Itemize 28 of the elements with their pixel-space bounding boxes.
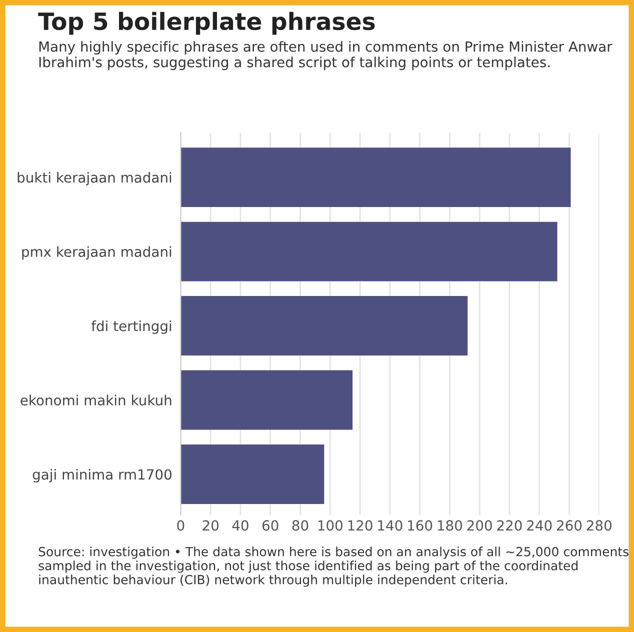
y-tick-label: gaji minima rm1700 xyxy=(32,468,172,482)
x-tick-label: 20 xyxy=(202,520,218,531)
y-tick-label: bukti kerajaan madani xyxy=(18,172,172,186)
x-tick-label: 180 xyxy=(438,520,462,531)
x-tick-label: 240 xyxy=(527,520,552,531)
chart-title: Top 5 boilerplate phrases xyxy=(38,12,375,35)
x-tick-label: 140 xyxy=(378,520,402,531)
bar xyxy=(180,444,324,504)
x-tick-label: 100 xyxy=(318,520,342,531)
x-tick-label: 120 xyxy=(348,520,372,531)
x-tick-label: 280 xyxy=(586,520,612,531)
x-tick-label: 160 xyxy=(408,520,432,531)
x-tick-label: 60 xyxy=(262,520,278,531)
x-tick-label: 80 xyxy=(292,520,308,531)
bar xyxy=(180,370,353,430)
x-tick-label: 220 xyxy=(497,520,522,531)
x-tick-label: 40 xyxy=(232,520,248,531)
x-tick-label: 200 xyxy=(467,520,492,531)
y-tick-label: fdi tertinggi xyxy=(91,320,172,334)
x-tick-label: 260 xyxy=(557,520,582,531)
y-tick-label: ekonomi makin kukuh xyxy=(20,394,172,406)
y-tick-label: pmx kerajaan madani xyxy=(22,246,172,260)
chart-subtitle: Many highly specific phrases are often used in comments on Prime Minister Anwar Ibrahim's posts, suggesting a shared script of talking points or templates. xyxy=(39,41,612,70)
bar xyxy=(180,296,468,356)
bar xyxy=(180,222,558,282)
source-note: Source: investigation • The data shown here is based on an analysis of all ~25,000 comments sampled in the investigation, not just those identified as being part of the coordinated inauthentic behaviour (CIB) network through multiple independent criteria. xyxy=(38,546,628,587)
x-tick-label: 0 xyxy=(177,520,184,531)
bar xyxy=(180,148,571,207)
